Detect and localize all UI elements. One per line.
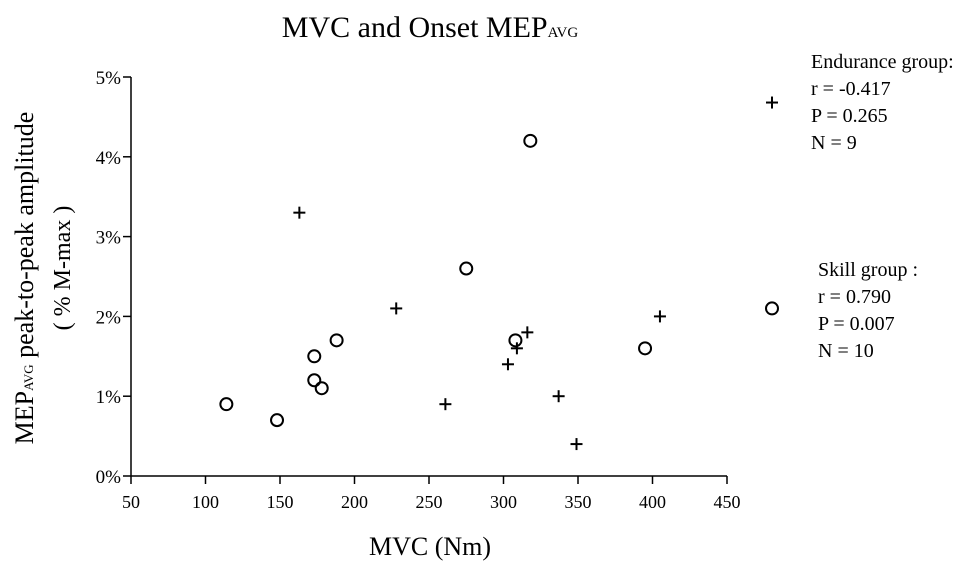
offscale-point-endurance <box>766 96 778 109</box>
x-tick-label: 150 <box>267 492 294 512</box>
x-tick-label: 300 <box>490 492 517 512</box>
x-tick-label: 250 <box>416 492 443 512</box>
legend-stat: r = 0.790 <box>818 286 891 308</box>
legend-series-name: Endurance group: <box>811 51 954 73</box>
y-tick-label: 5% <box>96 68 122 89</box>
y-tick-label: 2% <box>96 307 122 328</box>
x-tick-label: 100 <box>192 492 219 512</box>
offscale-point-skill <box>765 301 779 316</box>
legend-stat: N = 9 <box>811 132 857 154</box>
legend-stat: P = 0.265 <box>811 105 888 127</box>
x-tick-label: 350 <box>565 492 592 512</box>
legend-stat: r = -0.417 <box>811 78 891 100</box>
data-point-endurance <box>501 358 514 371</box>
y-tick-label: 4% <box>96 148 122 169</box>
data-point-skill <box>508 333 523 348</box>
x-tick-label: 50 <box>122 492 140 512</box>
data-point-endurance <box>439 398 452 411</box>
y-axis-label-prefix: MEP <box>10 391 39 444</box>
data-point-endurance <box>510 342 523 355</box>
data-point-endurance <box>293 206 306 219</box>
y-axis-label: MEPAVG peak-to-peak amplitude <box>10 112 39 445</box>
legend-stat: P = 0.007 <box>818 313 895 335</box>
y-tick-label: 3% <box>96 228 122 249</box>
data-point-skill <box>459 261 474 276</box>
y-tick-label: 0% <box>96 467 122 488</box>
x-axis-label: MVC (Nm) <box>369 532 491 561</box>
data-point-skill <box>638 341 653 356</box>
data-point-skill <box>307 349 322 364</box>
data-point-skill <box>329 333 344 348</box>
chart-title: MVC and Onset MEPAVG <box>282 11 579 44</box>
data-point-endurance <box>521 326 534 339</box>
data-point-skill <box>314 381 329 396</box>
chart-title-subscript: AVG <box>548 25 579 41</box>
x-tick-label: 200 <box>341 492 368 512</box>
data-point-skill <box>523 133 538 148</box>
x-tick-label: 400 <box>639 492 666 512</box>
data-point-endurance <box>653 310 666 323</box>
y-axis-label-subscript: AVG <box>21 364 36 391</box>
y-axis-label-rest: peak-to-peak amplitude <box>10 112 39 365</box>
data-point-endurance <box>390 302 403 315</box>
data-point-endurance <box>570 438 583 451</box>
y-axis-label-line2: ( % M-max ) <box>50 206 76 331</box>
y-tick-label: 1% <box>96 387 122 408</box>
data-point-skill <box>270 413 285 428</box>
legend-series-name: Skill group : <box>818 259 918 281</box>
x-tick-label: 450 <box>714 492 741 512</box>
data-point-skill <box>307 373 322 388</box>
legend-stat: N = 10 <box>818 340 874 362</box>
data-point-skill <box>219 397 234 412</box>
chart-title-main: MVC and Onset MEP <box>282 11 548 44</box>
data-point-endurance <box>552 390 565 403</box>
